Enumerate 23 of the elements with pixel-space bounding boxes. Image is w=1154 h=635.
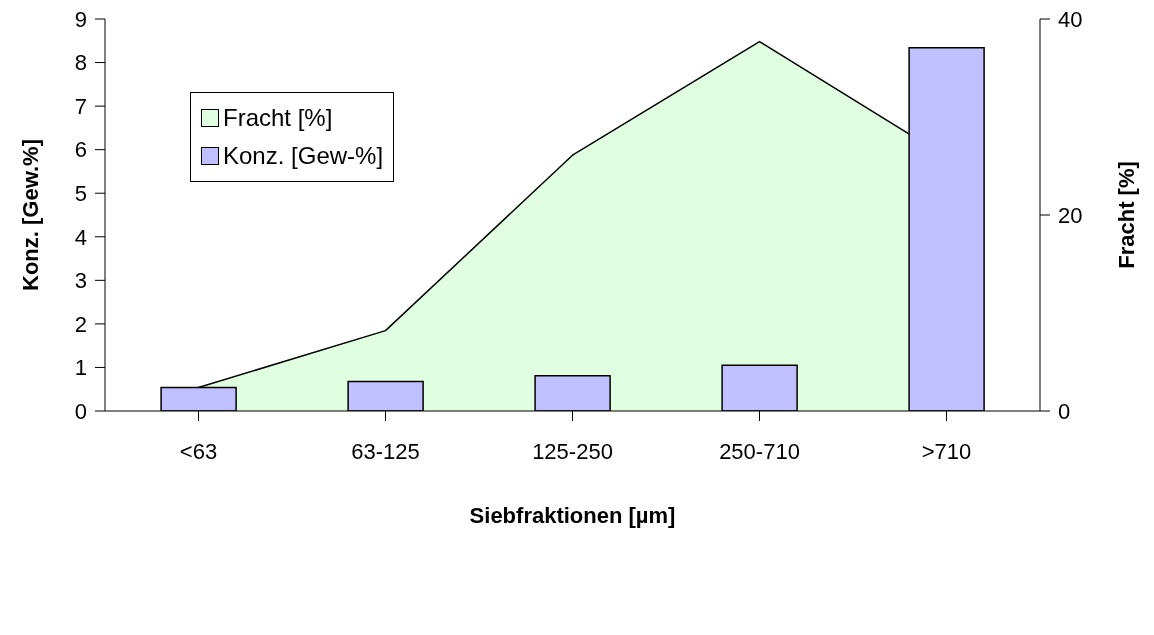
y-tick-label: 2 — [74, 311, 87, 337]
y2-axis-title: Fracht [%] — [1113, 161, 1139, 269]
y-tick-label: 3 — [74, 268, 87, 294]
legend-label: Konz. [Gew-%] — [223, 141, 384, 171]
x-tick-label: >710 — [921, 439, 972, 464]
y2-tick-label: 20 — [1058, 202, 1083, 228]
y-tick-label: 7 — [74, 93, 87, 119]
y-tick-label: 8 — [74, 50, 87, 76]
legend-label: Fracht [%] — [223, 103, 333, 133]
x-tick-label: <63 — [179, 439, 218, 464]
y-tick-label: 5 — [74, 181, 87, 207]
y-tick-label: 6 — [74, 137, 87, 163]
y2-tick-label: 0 — [1058, 398, 1071, 424]
y-tick-label: 9 — [74, 6, 87, 32]
x-tick-label: 250-710 — [719, 439, 800, 464]
x-tick-label: 63-125 — [351, 439, 420, 464]
y-axis-title: Konz. [Gew.%] — [17, 139, 43, 291]
x-axis-title: Siebfraktionen [µm] — [469, 503, 676, 528]
y-tick-label: 0 — [74, 398, 87, 424]
y2-tick-label: 40 — [1058, 6, 1083, 32]
y-tick-label: 1 — [74, 355, 87, 381]
y-tick-label: 4 — [74, 224, 87, 250]
x-tick-label: 125-250 — [532, 439, 613, 464]
